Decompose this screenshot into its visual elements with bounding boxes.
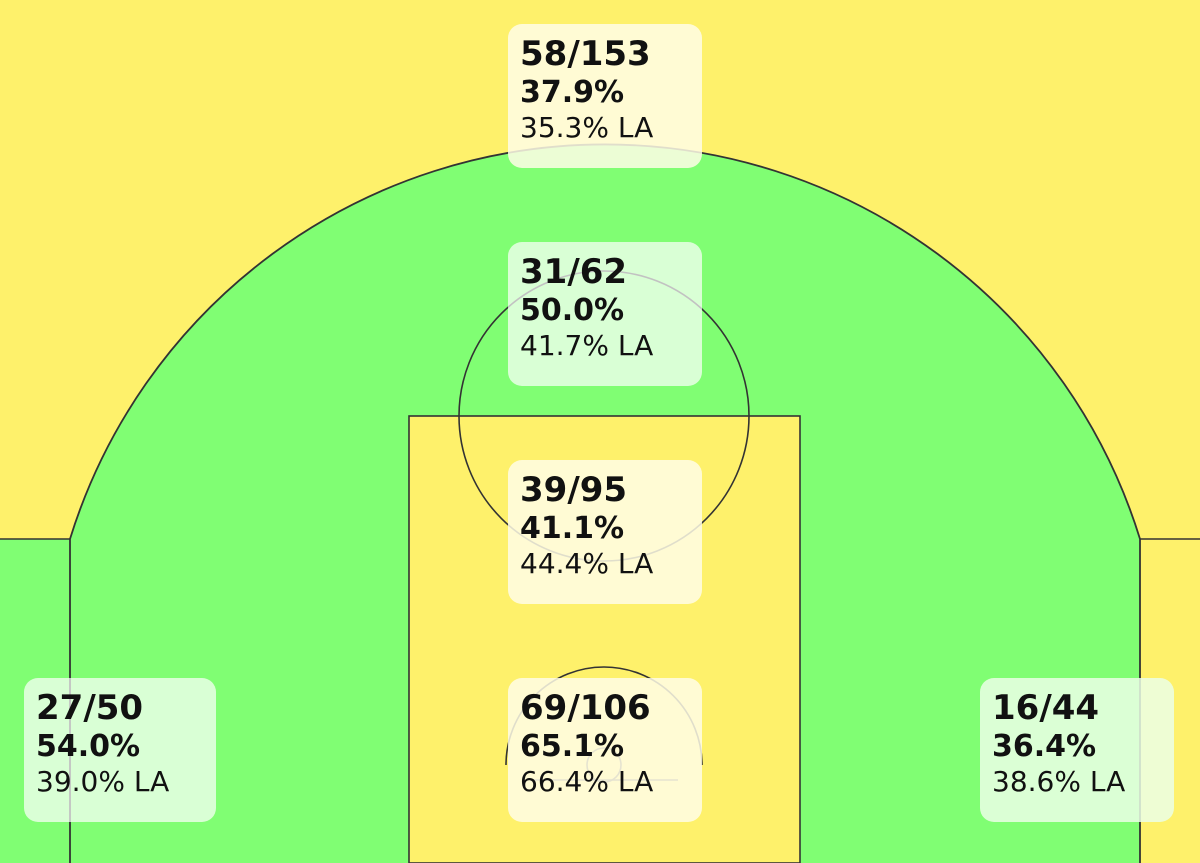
zone-made-attempted: 69/106 [520,688,651,728]
zone-label-mid-range-top: 31/62 50.0% 41.7% LA [508,242,702,386]
zone-label-above-break-3: 58/153 37.9% 35.3% LA [508,24,702,168]
zone-label-restricted-area: 69/106 65.1% 66.4% LA [508,678,702,822]
zone-percentage: 41.1% [520,510,625,546]
zone-league-average: 66.4% LA [520,764,654,798]
zone-made-attempted: 31/62 [520,252,628,292]
zone-league-average: 39.0% LA [36,764,170,798]
zone-league-average: 44.4% LA [520,546,654,580]
zone-percentage: 36.4% [992,728,1097,764]
zone-league-average: 35.3% LA [520,110,654,144]
zone-label-paint: 39/95 41.1% 44.4% LA [508,460,702,604]
zone-percentage: 50.0% [520,292,625,328]
zone-percentage: 37.9% [520,74,625,110]
zone-percentage: 54.0% [36,728,141,764]
zone-label-right-corner-3: 16/44 36.4% 38.6% LA [980,678,1174,822]
zone-made-attempted: 58/153 [520,34,651,74]
zone-made-attempted: 27/50 [36,688,144,728]
zone-league-average: 38.6% LA [992,764,1126,798]
zone-label-left-corner-3: 27/50 54.0% 39.0% LA [24,678,216,822]
zone-made-attempted: 39/95 [520,470,628,510]
zone-made-attempted: 16/44 [992,688,1100,728]
zone-league-average: 41.7% LA [520,328,654,362]
zone-percentage: 65.1% [520,728,625,764]
